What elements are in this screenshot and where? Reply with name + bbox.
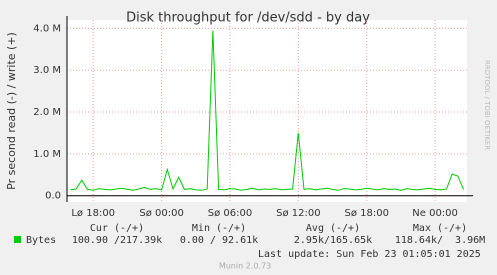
legend-header: Min (-/+) xyxy=(192,223,246,234)
legend-value: 118.64k/ 3.96M xyxy=(395,235,485,246)
x-tick-label: Sø 00:00 xyxy=(139,208,183,219)
last-update: Last update: Sun Feb 23 01:05:01 2025 xyxy=(258,249,481,260)
legend-label: Bytes xyxy=(26,235,56,246)
x-tick-label: Ne 00:00 xyxy=(412,208,458,219)
x-tick-label: Sø 06:00 xyxy=(208,208,252,219)
side-label: RRDTOOL / TOBI OETIKER xyxy=(483,60,491,150)
y-axis-label: Pr second read (-) / write (+) xyxy=(5,32,18,190)
legend-value: 2.95k/165.65k xyxy=(294,235,372,246)
y-tick-label: 4.0 M xyxy=(33,23,61,34)
legend-value: 0.00 / 92.61k xyxy=(180,235,258,246)
x-tick-label: Lø 18:00 xyxy=(71,208,115,219)
legend-header: Max (-/+) xyxy=(413,223,467,234)
footer: Munin 2.0.73 xyxy=(219,262,271,271)
y-tick-label: 3.0 M xyxy=(33,65,61,76)
legend-header: Avg (-/+) xyxy=(306,223,360,234)
y-tick-label: 0.0 xyxy=(45,191,61,202)
x-tick-label: Sø 12:00 xyxy=(276,208,320,219)
legend-value: 100.90 /217.39k xyxy=(72,235,162,246)
plot-area xyxy=(67,20,467,202)
legend-swatch xyxy=(14,236,21,243)
x-tick-label: Sø 18:00 xyxy=(344,208,388,219)
y-tick-label: 1.0 M xyxy=(33,149,61,160)
chart-title: Disk throughput for /dev/sdd - by day xyxy=(126,11,370,26)
legend-header: Cur (-/+) xyxy=(90,223,144,234)
line-series xyxy=(70,30,465,191)
y-tick-label: 2.0 M xyxy=(33,107,61,118)
